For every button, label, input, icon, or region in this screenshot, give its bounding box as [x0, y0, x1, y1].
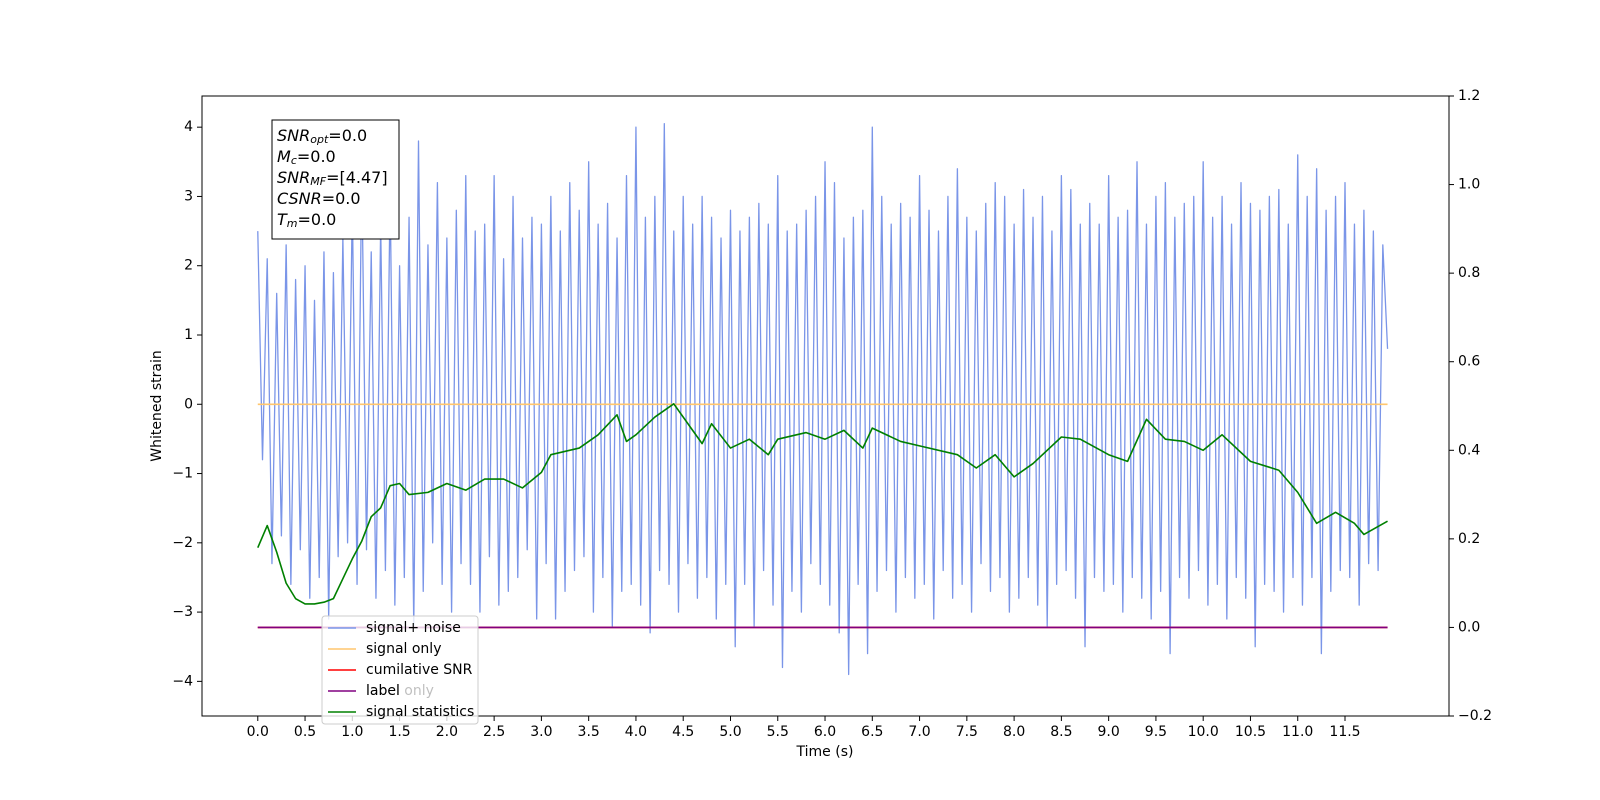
y2-tick-label: 0.8 [1458, 265, 1480, 281]
y-tick-label: 1 [184, 327, 193, 343]
y2-tick-label: −0.2 [1458, 708, 1492, 724]
annotation-line: SNRopt=0.0 [277, 126, 367, 147]
y-tick-label: 3 [184, 188, 193, 204]
x-tick-label: 4.5 [672, 724, 694, 740]
x-tick-label: 2.0 [436, 724, 458, 740]
x-tick-label: 11.0 [1282, 724, 1313, 740]
y-tick-label: −2 [172, 535, 193, 551]
legend-label: signal statistics [366, 704, 474, 720]
annotation-symbol: T [277, 210, 288, 229]
annotation-value: =0.0 [328, 126, 367, 145]
annotation-value: =0.0 [298, 210, 337, 229]
legend-label: label [366, 683, 400, 699]
x-tick-label: 9.0 [1098, 724, 1120, 740]
x-tick-label: 0.5 [294, 724, 316, 740]
x-tick-label: 3.0 [530, 724, 552, 740]
x-tick-label: 6.5 [861, 724, 883, 740]
x-tick-label: 8.5 [1050, 724, 1072, 740]
x-tick-label: 2.5 [483, 724, 505, 740]
x-tick-label: 8.0 [1003, 724, 1025, 740]
x-tick-label: 5.0 [719, 724, 741, 740]
legend-frame [321, 615, 479, 725]
x-tick-label: 7.0 [908, 724, 930, 740]
legend-label: cumilative SNR [366, 662, 473, 678]
x-tick-label: 6.0 [814, 724, 836, 740]
y-tick-label: −4 [172, 673, 193, 689]
annotation-value: =[4.47] [326, 168, 388, 187]
annotation-subscript: c [291, 154, 297, 167]
annotation-symbol: SNR [277, 168, 310, 187]
x-tick-label: 0.0 [247, 724, 269, 740]
legend-hidden-label: label only [366, 683, 434, 699]
y2-tick-label: 0.6 [1458, 354, 1480, 370]
y-tick-label: 4 [184, 119, 193, 135]
y2-tick-label: 0.0 [1458, 619, 1480, 635]
y2-tick-label: 1.0 [1458, 177, 1480, 193]
annotation-line: CSNR=0.0 [277, 189, 361, 208]
annotation-value: =0.0 [322, 189, 361, 208]
x-tick-label: 9.5 [1145, 724, 1167, 740]
annotation-subscript: opt [310, 133, 329, 146]
x-tick-label: 1.5 [388, 724, 410, 740]
annotation-box: SNRopt=0.0Mc=0.0SNRMF=[4.47]CSNR=0.0Tm=0… [271, 119, 400, 240]
annotation-subscript: MF [310, 175, 326, 188]
annotation-symbol: M [277, 147, 291, 166]
x-axis-label: Time (s) [796, 744, 854, 760]
y2-tick-label: 0.4 [1458, 442, 1480, 458]
y-tick-label: 2 [184, 258, 193, 274]
x-tick-label: 7.5 [956, 724, 978, 740]
annotation-frame [271, 119, 400, 240]
x-tick-label: 10.0 [1188, 724, 1219, 740]
plot-frame [201, 95, 1450, 717]
series-line [257, 123, 1389, 676]
x-tick-label: 3.5 [578, 724, 600, 740]
y-tick-label: −3 [172, 604, 193, 620]
annotation-symbol: SNR [277, 126, 310, 145]
x-tick-label: 1.0 [341, 724, 363, 740]
annotation-symbol: CSNR [277, 189, 322, 208]
y-tick-label: 0 [184, 396, 193, 412]
legend-label: signal only [366, 641, 441, 657]
annotation-subscript: m [287, 217, 298, 230]
series-line [257, 402, 1388, 605]
x-tick-label: 4.0 [625, 724, 647, 740]
legend-label: signal+ noise [366, 620, 461, 636]
annotation-line: Mc=0.0 [277, 147, 336, 168]
x-tick-label: 10.5 [1235, 724, 1266, 740]
x-tick-label: 11.5 [1329, 724, 1360, 740]
y-axis-label: Whitened strain [149, 350, 165, 461]
y-tick-label: −1 [172, 466, 193, 482]
x-tick-label: 5.5 [767, 724, 789, 740]
annotation-line: Tm=0.0 [277, 210, 336, 231]
annotation-line: SNRMF=[4.47] [277, 168, 388, 189]
y2-tick-label: 0.2 [1458, 531, 1480, 547]
y2-tick-label: 1.2 [1458, 88, 1480, 104]
annotation-value: =0.0 [297, 147, 336, 166]
